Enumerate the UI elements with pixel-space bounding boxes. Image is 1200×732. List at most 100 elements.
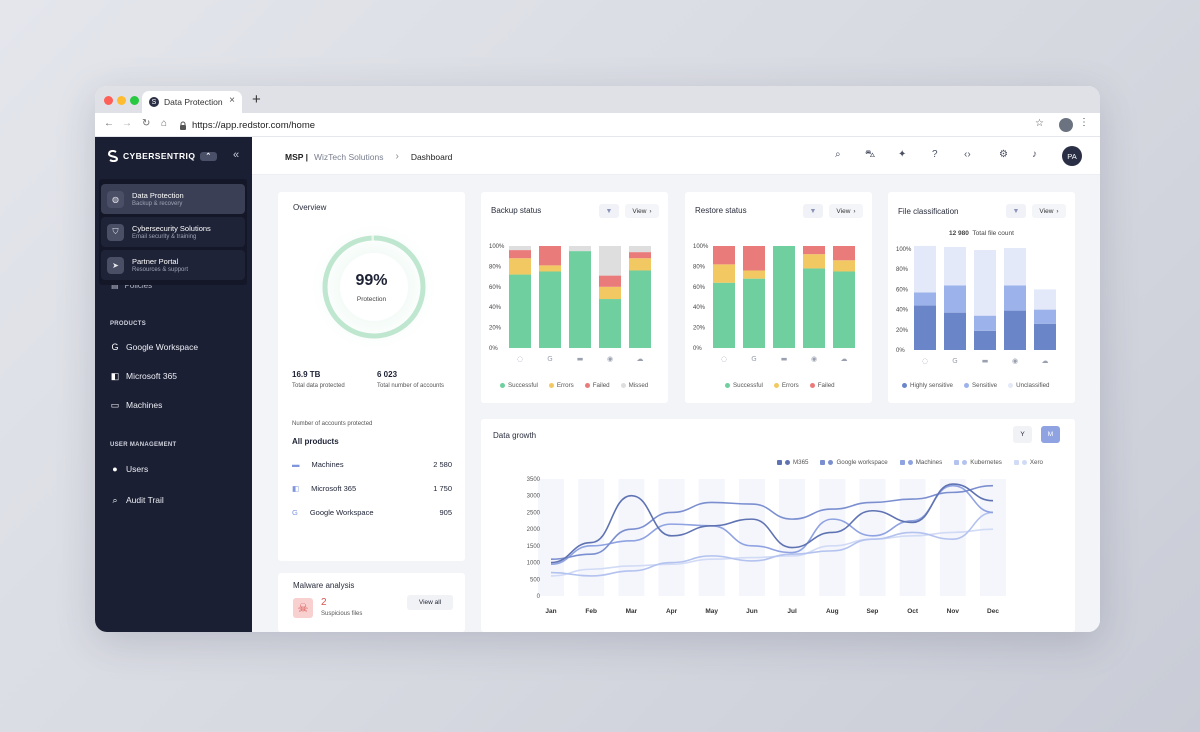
- filter-icon[interactable]: ▼: [1006, 204, 1026, 218]
- protection-label: Protection: [356, 296, 387, 303]
- legend-errors: Errors: [548, 382, 574, 389]
- basket-icon[interactable]: ⛍: [865, 149, 876, 160]
- view-button[interactable]: View ›: [829, 204, 863, 218]
- forward-icon[interactable]: →: [122, 118, 132, 129]
- y-tick-label: 100%: [489, 244, 505, 250]
- sidebar-item-users[interactable]: ● Users: [110, 464, 148, 474]
- tab-close-icon[interactable]: ×: [229, 95, 235, 106]
- product-switcher-chip[interactable]: ⌃: [200, 151, 217, 161]
- monitor-icon: ▬: [577, 355, 584, 363]
- menu-item-title: Data Protection: [132, 191, 184, 200]
- url-field[interactable]: https://app.redstor.com/home: [179, 117, 315, 133]
- sparkle-icon[interactable]: ✦: [898, 149, 907, 160]
- file-classification-chart: 100% 80% 60% 40% 20% 0% ◌ G ▬ ◉ ☁: [896, 245, 1056, 365]
- total-accounts-value: 6 023: [377, 370, 398, 379]
- browser-profile-avatar[interactable]: [1059, 118, 1073, 132]
- month-band: [618, 479, 645, 596]
- bar-segment-errors: [713, 264, 735, 283]
- google-icon: G: [751, 355, 756, 363]
- view-button[interactable]: View ›: [1032, 204, 1066, 218]
- browser-menu-icon[interactable]: ⋮: [1079, 117, 1089, 128]
- menu-item-partner-portal[interactable]: ➤ Partner Portal Resources & support: [101, 250, 245, 280]
- spinner-icon: ◌: [517, 355, 523, 363]
- sidebar-item-microsoft-365[interactable]: ◧ Microsoft 365: [110, 370, 177, 382]
- avatar[interactable]: PA: [1062, 146, 1082, 166]
- search-icon[interactable]: ⌕: [835, 149, 841, 160]
- globe-icon: ◉: [811, 355, 817, 363]
- bar-segment-errors: [833, 260, 855, 272]
- sidebar-item-policies[interactable]: ▤ Policies: [111, 281, 152, 290]
- y-tick-label: 80%: [489, 264, 502, 270]
- monitor-icon: ▬: [781, 355, 788, 363]
- sidebar: CYBERSENTRIQ ⌃ « ▤ Policies ◍ Data Prote…: [95, 137, 252, 632]
- reload-icon[interactable]: ↻: [142, 118, 151, 129]
- data-growth-legend: M365 Google workspace Machines Kubernetes Xe…: [777, 459, 1043, 466]
- breadcrumb-org[interactable]: WizTech Solutions: [314, 151, 384, 162]
- policies-icon: ▤: [111, 281, 119, 290]
- breadcrumb-page: Dashboard: [410, 151, 453, 162]
- back-icon[interactable]: ←: [104, 118, 114, 129]
- code-icon[interactable]: ‹›: [964, 149, 971, 160]
- backup-legend: Successful Errors Failed Missed: [500, 382, 648, 389]
- bar-segment-failed: [629, 252, 651, 259]
- menu-item-data-protection[interactable]: ◍ Data Protection Backup & recovery: [101, 184, 245, 214]
- microsoft-icon: ◧: [110, 370, 120, 381]
- new-tab-button[interactable]: +: [252, 91, 261, 108]
- bar-segment-failed: [509, 250, 531, 259]
- bookmark-star-icon[interactable]: ☆: [1035, 118, 1044, 129]
- view-label: View: [836, 207, 851, 215]
- sidebar-item-machines[interactable]: ▭ Machines: [110, 400, 163, 411]
- data-growth-title: Data growth: [493, 431, 537, 440]
- gear-icon[interactable]: ⚙: [999, 149, 1008, 160]
- sidebar-item-label: Google Workspace: [126, 342, 199, 352]
- breadcrumb-msp[interactable]: MSP |: [285, 151, 309, 162]
- toggle-yearly[interactable]: Y: [1013, 426, 1032, 443]
- home-icon[interactable]: ⌂: [161, 118, 168, 129]
- toggle-monthly[interactable]: M: [1041, 426, 1060, 443]
- menu-item-title: Cybersecurity Solutions: [132, 224, 211, 233]
- brand-logo[interactable]: CYBERSENTRIQ ⌃: [108, 150, 217, 162]
- sidebar-item-google-workspace[interactable]: G Google Workspace: [110, 342, 198, 352]
- monitor-icon: ▬: [292, 460, 300, 469]
- maximize-window-icon[interactable]: [130, 96, 139, 105]
- minimize-window-icon[interactable]: [117, 96, 126, 105]
- bar-segment-failed: [833, 246, 855, 261]
- filter-icon[interactable]: ▼: [803, 204, 823, 218]
- bar-segment-successful: [629, 270, 651, 348]
- legend-highly-sensitive: Highly sensitive: [902, 382, 953, 389]
- x-tick-label: Oct: [907, 608, 919, 615]
- product-count: 905: [439, 508, 452, 517]
- protection-gauge: [302, 215, 446, 359]
- spinner-icon: ◌: [922, 357, 928, 365]
- help-icon[interactable]: ?: [932, 149, 938, 160]
- month-band: [899, 479, 926, 596]
- bar-segment-missed: [509, 246, 531, 251]
- bar-segment-sensitive: [1034, 309, 1056, 324]
- x-tick-label: Feb: [585, 608, 597, 615]
- menu-item-cybersecurity[interactable]: ⛉ Cybersecurity Solutions Email security …: [101, 217, 245, 247]
- close-window-icon[interactable]: [104, 96, 113, 105]
- notification-icon[interactable]: ♪: [1032, 149, 1037, 160]
- chevron-right-icon: ›: [853, 207, 856, 215]
- view-button[interactable]: View ›: [625, 204, 659, 218]
- y-tick-label: 3500: [527, 477, 541, 483]
- y-tick-label: 80%: [896, 267, 909, 273]
- bar-segment-successful: [773, 246, 795, 348]
- sidebar-item-label: Machines: [126, 400, 163, 410]
- y-tick-label: 0%: [693, 346, 702, 352]
- total-file-count: 12 980 Total file count: [888, 230, 1075, 237]
- browser-tab[interactable]: S Data Protection ×: [142, 91, 242, 113]
- collapse-sidebar-icon[interactable]: «: [233, 149, 240, 161]
- file-classification-card: File classification ▼ View › 12 980 Total…: [888, 192, 1075, 403]
- legend-sensitive: Sensitive: [964, 382, 997, 389]
- view-all-button[interactable]: View all: [407, 595, 453, 610]
- bar-segment-failed: [743, 246, 765, 271]
- product-menu: ◍ Data Protection Backup & recovery ⛉ Cyb…: [99, 179, 247, 285]
- filter-icon[interactable]: ▼: [599, 204, 619, 218]
- legend-item: Google workspace: [820, 459, 888, 466]
- x-tick-label: Jul: [787, 608, 797, 615]
- bar-segment-successful: [713, 282, 735, 348]
- bar-segment-errors: [803, 254, 825, 269]
- y-tick-label: 40%: [489, 305, 502, 311]
- sidebar-item-audit-trail[interactable]: ⌕ Audit Trail: [110, 495, 163, 506]
